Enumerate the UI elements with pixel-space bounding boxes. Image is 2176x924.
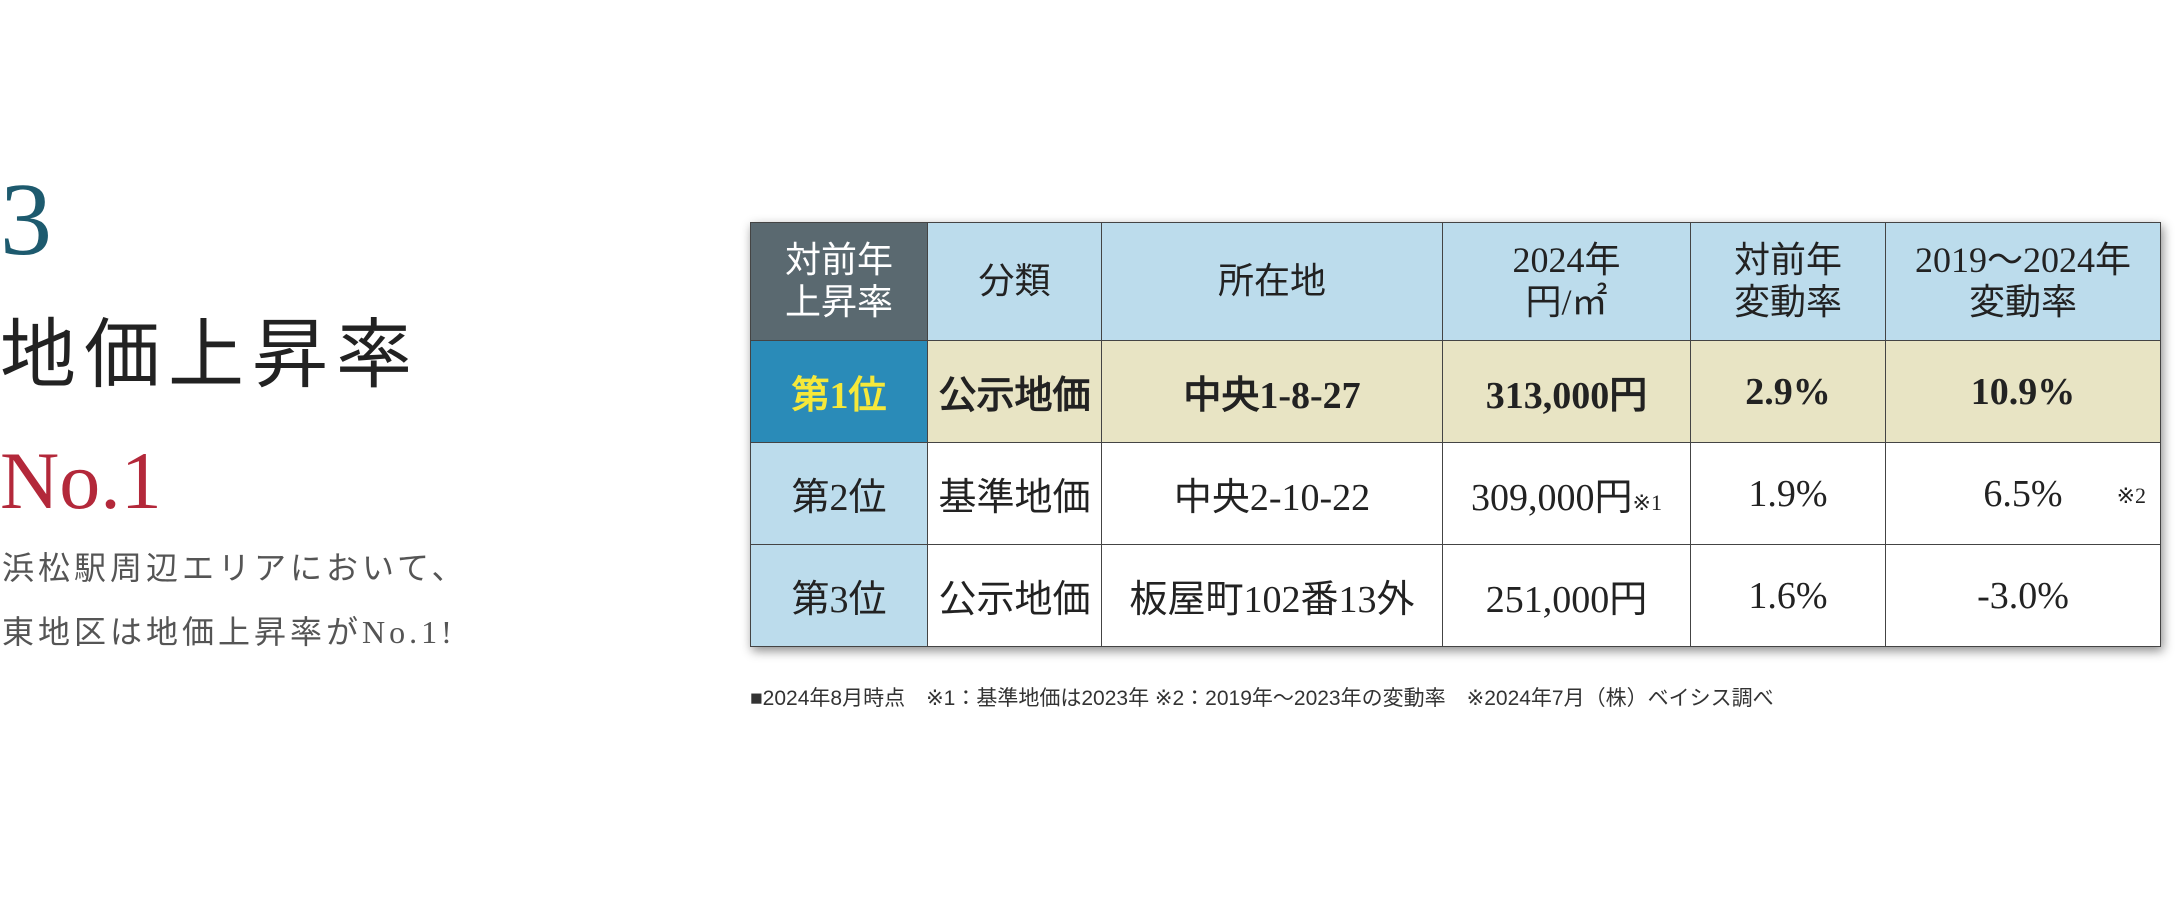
footnote: ■2024年8月時点 ※1：基準地価は2023年 ※2：2019年～2023年の… [750, 687, 1774, 710]
header-cell: 所在地 [1101, 222, 1443, 341]
table-cell: 基準地価 [927, 442, 1102, 545]
header-cell: 2024年 円/㎡ [1442, 222, 1691, 341]
data-row: 第2位 基準地価 中央2-10-22 309,000円※1 1.9% 6.5% ※2 [750, 442, 2161, 545]
cell-text: 公示地価 [938, 375, 1091, 417]
header-text: 2024年 [1512, 240, 1621, 281]
cell-text: 2.9% [1745, 370, 1831, 413]
price-table: 対前年 上昇率 分類 所在地 2024年 円/㎡ 対前年 変動率 2019～2024年 変動率 第1… [750, 222, 2161, 647]
cell-text: 1.6% [1748, 574, 1828, 617]
cell-note: ※1 [1632, 490, 1662, 515]
cell-text: 中央1-8-27 [1183, 375, 1361, 417]
section-title: 地価上昇率 [0, 314, 420, 398]
cell-text: 第2位 [791, 477, 887, 519]
cell-text: 公示地価 [938, 579, 1091, 621]
section-number: 3 [0, 162, 52, 277]
header-row: 対前年 上昇率 分類 所在地 2024年 円/㎡ 対前年 変動率 2019～2024年 変動率 [750, 222, 2161, 341]
table-cell: 第3位 [750, 544, 928, 647]
header-cell: 対前年 上昇率 [750, 222, 928, 341]
cell-text: 1.9% [1748, 472, 1828, 515]
cell-text: 中央2-10-22 [1173, 477, 1371, 519]
table-cell: 1.6% [1690, 544, 1886, 647]
cell-note: ※2 [2116, 483, 2146, 508]
header-text: 対前年 [784, 240, 893, 281]
table-cell: 第1位 [750, 340, 928, 443]
rank-text: No.1 [0, 435, 162, 526]
header-text: 変動率 [1733, 281, 1842, 322]
header-text: 上昇率 [784, 281, 893, 322]
header-text: 変動率 [1968, 281, 2077, 322]
cell-text: 基準地価 [938, 477, 1091, 519]
description: 東地区は地価上昇率がNo.1! [2, 614, 456, 650]
table-cell: 251,000円 [1442, 544, 1691, 647]
table-cell: 中央2-10-22 [1101, 442, 1443, 545]
table-cell: 板屋町102番13外 [1101, 544, 1443, 647]
header-cell: 分類 [927, 222, 1102, 341]
header-cell: 対前年 変動率 [1690, 222, 1886, 341]
table-cell: 309,000円※1 [1442, 442, 1691, 545]
cell-text: 6.5% [1983, 472, 2063, 515]
description: 浜松駅周辺エリアにおいて、 [2, 550, 468, 586]
header-text: 所在地 [1217, 260, 1326, 301]
cell-text: 第1位 [791, 375, 887, 417]
cell-text: 10.9% [1970, 370, 2076, 413]
header-cell: 2019～2024年 変動率 [1885, 222, 2161, 341]
data-row: 第1位 公示地価 中央1-8-27 313,000円 2.9% 10.9% [750, 340, 2161, 443]
cell-text: 第3位 [791, 579, 887, 621]
data-row: 第3位 公示地価 板屋町102番13外 251,000円 1.6% -3.0% [750, 544, 2161, 647]
table-cell: 6.5% ※2 [1885, 442, 2161, 545]
table-cell: 1.9% [1690, 442, 1886, 545]
header-text: 対前年 [1733, 240, 1842, 281]
table-cell: 10.9% [1885, 340, 2161, 443]
header-text: 分類 [978, 260, 1051, 301]
header-text: 円/㎡ [1525, 281, 1608, 322]
table-cell: 第2位 [750, 442, 928, 545]
cell-text: 251,000円 [1485, 579, 1648, 621]
table-cell: -3.0% [1885, 544, 2161, 647]
cell-text: 309,000円 [1471, 477, 1633, 519]
table-cell: 中央1-8-27 [1101, 340, 1443, 443]
table-cell: 公示地価 [927, 544, 1102, 647]
cell-text: 313,000円 [1485, 375, 1648, 417]
table-cell: 公示地価 [927, 340, 1102, 443]
cell-text: -3.0% [1977, 574, 2069, 617]
table-cell: 313,000円 [1442, 340, 1691, 443]
table-cell: 2.9% [1690, 340, 1886, 443]
cell-text: 板屋町102番13外 [1129, 579, 1415, 621]
header-text: 2019～2024年 [1914, 240, 2131, 281]
